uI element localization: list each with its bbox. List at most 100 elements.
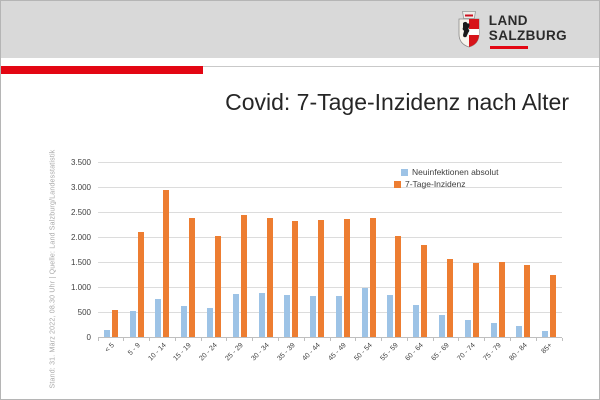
x-axis-tick: [252, 338, 254, 341]
bar-neuinfektionen-55-59: [387, 295, 394, 338]
bar-group: 55 - 59: [379, 163, 408, 362]
bar-neuinfektionen-25-29: [232, 294, 239, 338]
legend-swatch-blue: [401, 168, 408, 176]
x-axis-tick: [484, 338, 486, 341]
x-tick-label: 70 - 74: [456, 342, 477, 363]
x-axis-tick: [535, 338, 537, 341]
bar-inzidenz-25-29: [240, 214, 247, 338]
gridline: [98, 162, 562, 163]
bar-neuinfektionen-75-79: [490, 322, 497, 338]
bar-neuinfektionen-35-39: [284, 295, 291, 338]
y-tick-label: 1.500: [70, 258, 91, 267]
bar-inzidenz-10-14: [163, 190, 170, 338]
bar-group: < 5: [97, 163, 125, 354]
logo-red-underline: [489, 45, 528, 49]
x-tick-label: 50 - 54: [353, 342, 374, 363]
bar-groups: < 5 5 - 9 10 - 14 15 - 19 20 - 24 25 - 29 30 -…: [97, 163, 563, 362]
chart-title: Covid: 7-Tage-Inzidenz nach Alter: [225, 89, 569, 115]
x-axis-tick: [510, 338, 511, 341]
bar-inzidenz-15-19: [189, 218, 196, 338]
bar-neuinfektionen-40-44: [310, 295, 317, 338]
salzburg-coat-of-arms-icon: [456, 10, 482, 53]
x-axis-tick: [149, 338, 151, 341]
bar-inzidenz-<5: [111, 309, 118, 338]
x-axis-tick: [406, 338, 408, 341]
bar-neuinfektionen-85+: [542, 330, 549, 338]
bar-neuinfektionen-50-54: [361, 287, 368, 338]
bar-inzidenz-5-9: [137, 231, 144, 338]
bar-group: 25 - 29: [224, 163, 254, 362]
gridline: [98, 312, 562, 313]
bar-inzidenz-50-54: [369, 217, 376, 338]
bar-neuinfektionen-30-34: [258, 293, 265, 338]
x-axis-tick: [200, 338, 202, 341]
gridline: [98, 287, 562, 288]
legend-label: 7-Tage-Inzidenz: [405, 179, 466, 189]
bar-neuinfektionen-80-84: [516, 325, 523, 338]
x-tick-label: 35 - 39: [275, 342, 297, 363]
x-tick-label: 65 - 69: [430, 342, 451, 363]
x-tick-label: 5 - 9: [126, 342, 142, 357]
x-tick-label: 40 - 44: [301, 342, 323, 363]
x-axis-tick: [277, 338, 279, 341]
bar-neuinfektionen-60-64: [413, 305, 420, 338]
legend: Neuinfektionen absolut 7-Tage-Inzidenz: [394, 167, 498, 189]
bar-inzidenz-40-44: [318, 219, 325, 338]
plot-area: < 5 5 - 9 10 - 14 15 - 19 20 - 24 25 - 29 30 -…: [97, 162, 563, 362]
bar-inzidenz-70-74: [472, 263, 479, 338]
bar-inzidenz-65-69: [447, 259, 454, 338]
bar-inzidenz-80-84: [524, 265, 531, 338]
bar-group: 70 - 74: [456, 163, 486, 362]
y-axis-labels: 0 500 1.000 1.500 2.000 2.500 3.000 3.500: [51, 158, 91, 342]
x-axis-tick: [97, 338, 99, 341]
x-tick-label: < 5: [103, 342, 116, 354]
x-axis-tick: [458, 338, 460, 341]
bar-group: 10 - 14: [147, 163, 176, 362]
bar-group: 65 - 69: [431, 163, 460, 362]
x-axis-tick: [123, 338, 125, 341]
y-tick-label: 2.000: [70, 233, 91, 242]
x-axis-tick: [303, 338, 305, 341]
x-axis-tick: [355, 338, 357, 341]
x-tick-label: 45 - 49: [327, 342, 348, 363]
y-tick-label: 2.500: [70, 208, 91, 217]
bar-inzidenz-60-64: [421, 245, 428, 338]
bar-neuinfektionen-65-69: [439, 315, 446, 338]
x-tick-label: 15 - 19: [172, 342, 194, 363]
bar-group: 60 - 64: [405, 163, 434, 362]
bar-inzidenz-35-39: [292, 221, 299, 338]
gridline: [98, 212, 562, 213]
logo-word-salzburg: SALZBURG: [488, 28, 567, 43]
bar-neuinfektionen-70-74: [464, 319, 471, 338]
logo-word-land: LAND: [488, 13, 528, 29]
bar-group: 85+: [536, 163, 563, 355]
bar-group: 45 - 49: [328, 163, 357, 362]
x-tick-label: 85+: [540, 342, 555, 356]
gridline: [98, 262, 562, 263]
x-axis-tick: [381, 338, 383, 341]
bar-group: 35 - 39: [276, 163, 305, 362]
legend-item-neuinfektionen: Neuinfektionen absolut: [394, 167, 498, 177]
x-tick-label: 80 - 84: [507, 342, 529, 363]
x-tick-label: 60 - 64: [404, 342, 426, 363]
x-tick-label: 20 - 24: [198, 342, 219, 363]
bar-neuinfektionen-45-49: [335, 295, 342, 338]
land-salzburg-logo: LAND SALZBURG: [456, 10, 567, 53]
bar-inzidenz-55-59: [395, 236, 402, 338]
bar-group: 75 - 79: [482, 163, 511, 362]
bar-group: 40 - 44: [302, 163, 331, 362]
x-tick-label: 75 - 79: [482, 342, 503, 363]
bar-group: 15 - 19: [173, 163, 202, 362]
bar-group: 30 - 34: [250, 163, 279, 362]
x-tick-label: 25 - 29: [224, 342, 245, 363]
bar-inzidenz-75-79: [498, 262, 505, 338]
bar-inzidenz-20-24: [215, 235, 222, 338]
x-tick-label: 10 - 14: [147, 342, 168, 363]
legend-label: Neuinfektionen absolut: [412, 167, 499, 177]
bar-inzidenz-45-49: [343, 218, 350, 338]
y-tick-label: 3.000: [70, 183, 91, 192]
bar-group: 5 - 9: [124, 163, 151, 357]
y-tick-label: 1.000: [70, 283, 91, 292]
bar-group: 80 - 84: [508, 163, 537, 362]
